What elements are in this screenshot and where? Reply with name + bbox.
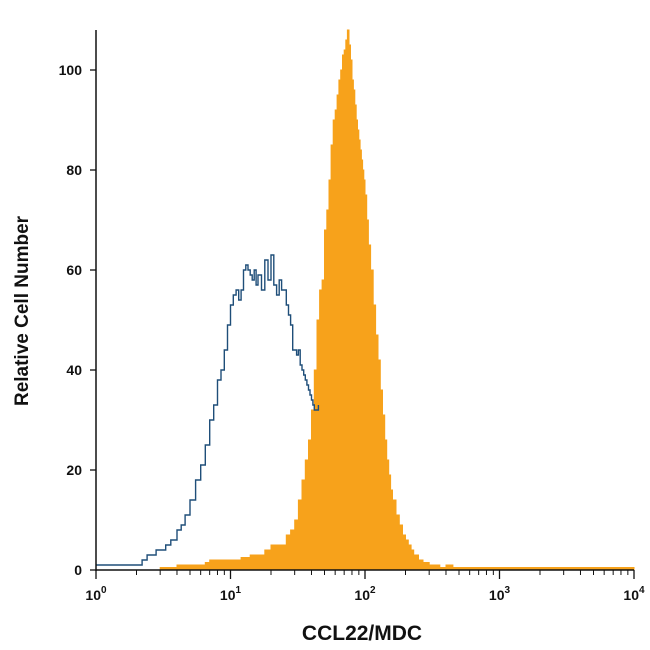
- y-tick-label: 80: [66, 162, 82, 178]
- x-axis-title: CCL22/MDC: [302, 622, 422, 645]
- series-outline-histogram: [96, 254, 320, 566]
- axes-layer: 0 20 40 60 80 100 100 101 102 103 104: [59, 30, 645, 603]
- y-tick-label: 0: [74, 562, 82, 578]
- y-tick-label: 40: [66, 362, 82, 378]
- data-layer: [96, 29, 635, 571]
- x-tick-label: 104: [623, 585, 645, 603]
- y-tick-label: 20: [66, 462, 82, 478]
- x-tick-label: 100: [85, 585, 107, 603]
- y-tick-label: 60: [66, 262, 82, 278]
- series-filled-histogram: [159, 29, 635, 571]
- x-tick-label: 102: [354, 585, 376, 603]
- x-tick-label: 103: [489, 585, 511, 603]
- x-tick-label: 101: [220, 585, 242, 603]
- y-axis-title: Relative Cell Number: [12, 215, 33, 406]
- y-tick-label: 100: [59, 62, 83, 78]
